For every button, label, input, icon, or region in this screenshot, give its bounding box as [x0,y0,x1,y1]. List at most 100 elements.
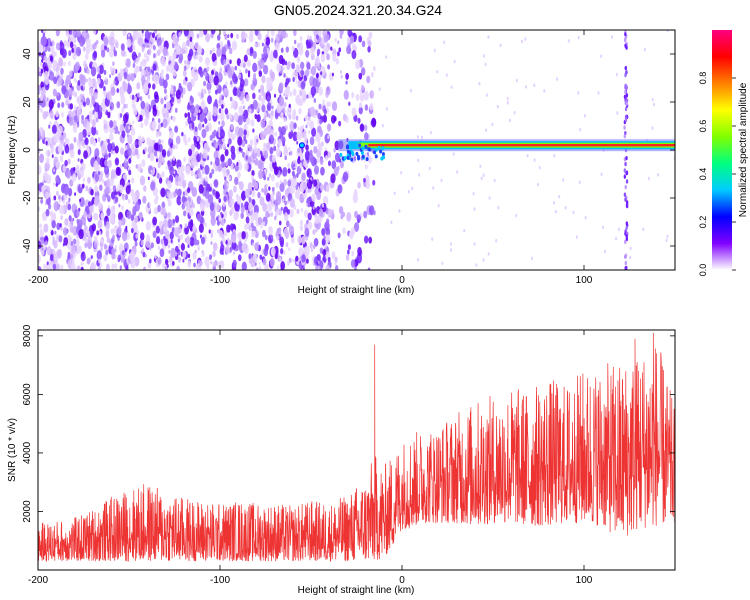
noise-blob [63,40,67,47]
noise-blob [119,68,125,77]
noise-blob [338,206,344,215]
noise-blob [165,94,169,100]
noise-dot [411,186,414,191]
noise-blob [293,47,299,58]
noise-dot [597,91,600,95]
noise-blob [297,147,300,154]
noise-blob [52,88,57,97]
noise-blob [241,139,246,147]
noise-blob [187,260,192,268]
noise-blob [307,121,310,126]
noise-blob [152,83,156,90]
noise-blob [252,128,255,133]
noise-blob [49,71,55,81]
noise-blob [133,107,138,116]
noise-blob [86,125,92,136]
noise-blob [185,165,191,175]
noise-blob [302,182,307,190]
noise-blob [84,137,89,146]
noise-blob [228,137,232,145]
noise-blob [264,234,268,241]
noise-blob [147,145,153,155]
noise-blob [304,162,309,169]
noise-blob [224,176,227,181]
noise-blob [327,160,332,167]
noise-blob [77,149,81,156]
noise-blob [161,171,165,178]
noise-dot [601,225,604,230]
noise-blob [270,235,274,240]
noise-blob [281,198,285,204]
noise-blob [279,248,284,255]
noise-blob [289,91,293,97]
noise-blob [195,54,199,60]
noise-blob [331,160,337,170]
noise-blob [232,251,235,256]
noise-blob [258,89,261,93]
noise-blob [105,263,110,270]
noise-blob [55,110,59,118]
noise-blob [260,97,265,105]
streak-blob [625,234,628,239]
noise-blob [227,158,232,167]
noise-blob [163,238,169,247]
noise-dot [400,170,403,175]
noise-blob [187,244,190,248]
noise-blob [192,225,196,232]
noise-blob [192,203,196,209]
noise-blob [162,225,168,233]
noise-blob [81,183,85,189]
noise-blob [120,48,126,57]
noise-blob [114,157,120,166]
noise-blob [152,216,158,226]
noise-blob [299,224,304,232]
noise-blob [288,103,291,108]
noise-blob [84,63,88,69]
spectrogram-x-label: Height of straight line (km) [298,285,415,296]
noise-blob [71,172,77,183]
noise-blob [296,182,300,187]
noise-blob [93,92,98,100]
noise-blob [318,208,324,217]
noise-blob [114,196,119,203]
noise-blob [334,152,340,163]
noise-blob [229,248,232,253]
noise-blob [196,136,200,142]
noise-blob [322,99,325,104]
y-tick-label: 40 [22,48,33,60]
noise-blob [106,90,112,101]
noise-blob [247,73,251,78]
noise-blob [125,58,131,68]
noise-blob [77,158,80,162]
noise-blob [268,134,274,145]
noise-blob [295,115,299,121]
noise-blob [190,96,195,104]
noise-blob [153,91,159,100]
noise-blob [282,66,285,71]
noise-blob [42,110,48,120]
noise-blob [69,41,74,49]
noise-blob [325,234,331,244]
noise-blob [253,72,257,79]
noise-blob [182,69,187,78]
noise-blob [270,211,274,217]
noise-blob [174,125,179,133]
noise-blob [252,92,256,100]
noise-blob [218,230,224,239]
noise-blob [340,74,343,79]
noise-blob [322,248,327,257]
noise-blob [97,137,101,143]
noise-blob [152,230,157,239]
noise-blob [230,198,235,206]
noise-dot [647,176,650,181]
noise-blob [111,217,114,221]
noise-blob [87,201,91,207]
noise-blob [210,161,213,165]
noise-blob [241,242,247,252]
noise-blob [114,145,119,154]
noise-blob [261,104,266,113]
noise-blob [304,227,310,237]
noise-blob [103,120,109,131]
noise-blob [45,191,50,200]
noise-blob [143,185,147,192]
